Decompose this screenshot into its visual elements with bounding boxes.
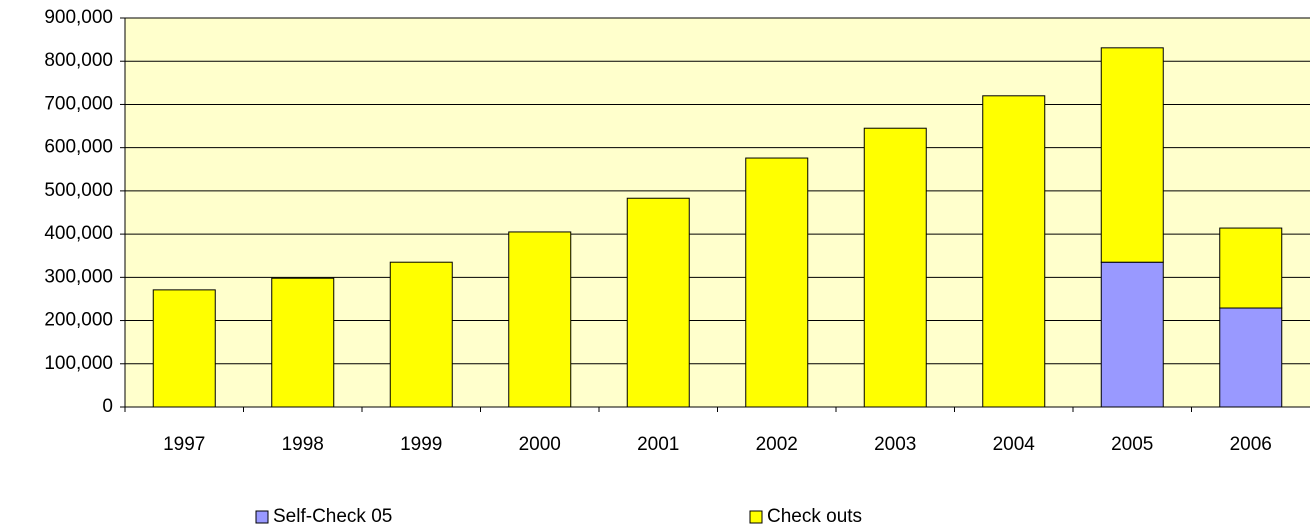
y-tick-label: 700,000 (44, 93, 113, 114)
x-tick-label: 1999 (400, 434, 442, 455)
y-tick-label: 600,000 (44, 137, 113, 158)
bar-segment (745, 157, 809, 408)
y-tick-label: 300,000 (44, 266, 113, 287)
x-tick-label: 2001 (637, 434, 679, 455)
x-tick-label: 2003 (874, 434, 916, 455)
legend-label: Self-Check 05 (273, 506, 392, 527)
bar-segment (1219, 307, 1283, 408)
bar-segment (982, 95, 1046, 408)
legend-swatch (255, 510, 269, 524)
bar-segment (1219, 227, 1283, 309)
x-tick-label: 2000 (519, 434, 561, 455)
x-tick-label: 2005 (1111, 434, 1153, 455)
y-tick-label: 800,000 (44, 50, 113, 71)
x-tick-label: 2006 (1230, 434, 1272, 455)
bar-segment (863, 127, 927, 408)
bar-segment (1100, 261, 1164, 408)
bar-segment (626, 197, 690, 408)
y-tick-label: 500,000 (44, 180, 113, 201)
y-tick-label: 100,000 (44, 353, 113, 374)
bar-segment (389, 261, 453, 408)
bar-segment (1100, 47, 1164, 263)
legend-swatch (749, 510, 763, 524)
x-tick-label: 1997 (163, 434, 205, 455)
y-tick-label: 400,000 (44, 223, 113, 244)
legend-label: Check outs (767, 506, 862, 527)
x-tick-label: 2004 (993, 434, 1036, 455)
x-tick-label: 1998 (282, 434, 324, 455)
y-tick-label: 900,000 (44, 7, 113, 28)
y-tick-label: 0 (102, 396, 113, 417)
bar-segment (271, 277, 335, 408)
x-tick-label: 2002 (756, 434, 798, 455)
bar-segment (508, 231, 572, 408)
y-tick-label: 200,000 (44, 310, 113, 331)
bar-segment (152, 289, 216, 408)
